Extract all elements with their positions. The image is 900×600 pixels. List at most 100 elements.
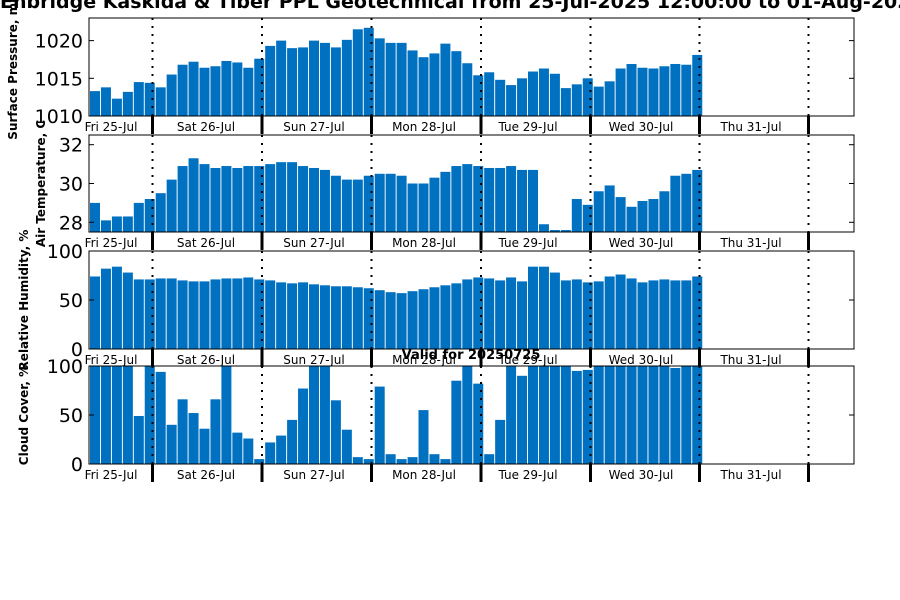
day-label: Thu 31-Jul (719, 468, 781, 482)
bar (593, 191, 604, 232)
day-label: Thu 31-Jul (719, 353, 781, 367)
bar (155, 87, 166, 116)
bar (352, 287, 363, 349)
bar (133, 415, 144, 464)
bar (221, 166, 232, 232)
day-label: Wed 30-Jul (609, 353, 674, 367)
bar (418, 410, 429, 464)
day-label: Sun 27-Jul (283, 120, 344, 134)
bar (276, 435, 287, 464)
bar (298, 166, 309, 232)
bar (528, 71, 538, 116)
bar (549, 366, 560, 464)
bar (451, 283, 462, 349)
bar (309, 284, 319, 349)
bar (188, 158, 199, 232)
bar (659, 279, 670, 349)
bar (462, 63, 473, 116)
bar (648, 199, 659, 232)
bar (517, 169, 528, 232)
bar (319, 169, 330, 232)
bar (626, 366, 637, 464)
bar (319, 42, 330, 116)
day-label: Fri 25-Jul (85, 468, 138, 482)
bar (681, 366, 692, 464)
bar (287, 283, 298, 349)
y-tick-label: 1010 (35, 106, 83, 128)
bar (144, 366, 155, 464)
bar (90, 276, 100, 349)
figure-title: Enbridge Kaskida & Tiber PPL Geotechnica… (0, 0, 900, 13)
y-axis-label: Relative Humidity, % (17, 230, 31, 371)
bar (462, 279, 473, 349)
bar (506, 166, 517, 232)
bar (429, 287, 440, 349)
bar (549, 73, 560, 116)
bar (506, 85, 517, 116)
bar (418, 57, 429, 116)
bar (232, 62, 243, 116)
bar (626, 63, 637, 116)
bar (352, 179, 363, 232)
bar (396, 459, 407, 464)
bar (330, 400, 341, 464)
day-label: Tue 29-Jul (497, 120, 557, 134)
bar (440, 171, 451, 232)
bar (352, 457, 363, 464)
bar (276, 162, 287, 232)
bar (133, 82, 144, 116)
bar (374, 386, 385, 464)
bar (571, 84, 582, 116)
day-label: Wed 30-Jul (609, 236, 674, 250)
bar (188, 413, 199, 464)
bar (100, 268, 111, 349)
bar (418, 183, 429, 232)
bar (166, 179, 177, 232)
bar (100, 366, 111, 464)
bar (528, 366, 538, 464)
bar (90, 91, 100, 116)
y-tick-label: 0 (71, 339, 83, 361)
bar (276, 40, 287, 117)
day-label: Tue 29-Jul (497, 236, 557, 250)
bar (374, 290, 385, 349)
bar (199, 164, 210, 232)
bar (243, 438, 254, 464)
bar (287, 419, 298, 464)
bar (221, 366, 232, 464)
bar (385, 454, 396, 464)
day-label: Tue 29-Jul (497, 353, 557, 367)
bar (177, 399, 188, 464)
bar (517, 281, 528, 349)
bar (429, 177, 440, 232)
bar (210, 399, 221, 464)
day-label: Sat 26-Jul (177, 120, 235, 134)
bar (549, 230, 560, 232)
bar (199, 67, 210, 116)
bar (517, 78, 528, 116)
bar (593, 281, 604, 349)
bar (210, 279, 221, 349)
bar (560, 88, 571, 116)
bar (90, 366, 100, 464)
bar (385, 42, 396, 116)
bar (659, 366, 670, 464)
y-tick-label: 28 (59, 212, 83, 234)
bar (90, 202, 100, 232)
bar (177, 166, 188, 232)
bar (243, 277, 254, 349)
bar (122, 366, 133, 464)
day-label: Wed 30-Jul (609, 468, 674, 482)
y-axis-label: Surface Pressure, mb (6, 0, 20, 140)
bar (659, 66, 670, 116)
bar (681, 280, 692, 349)
bar (188, 281, 199, 349)
day-label: Fri 25-Jul (85, 353, 138, 367)
bar (287, 162, 298, 232)
bar (166, 74, 177, 116)
day-label: Fri 25-Jul (85, 236, 138, 250)
y-tick-label: 100 (47, 241, 83, 263)
bar (330, 47, 341, 116)
